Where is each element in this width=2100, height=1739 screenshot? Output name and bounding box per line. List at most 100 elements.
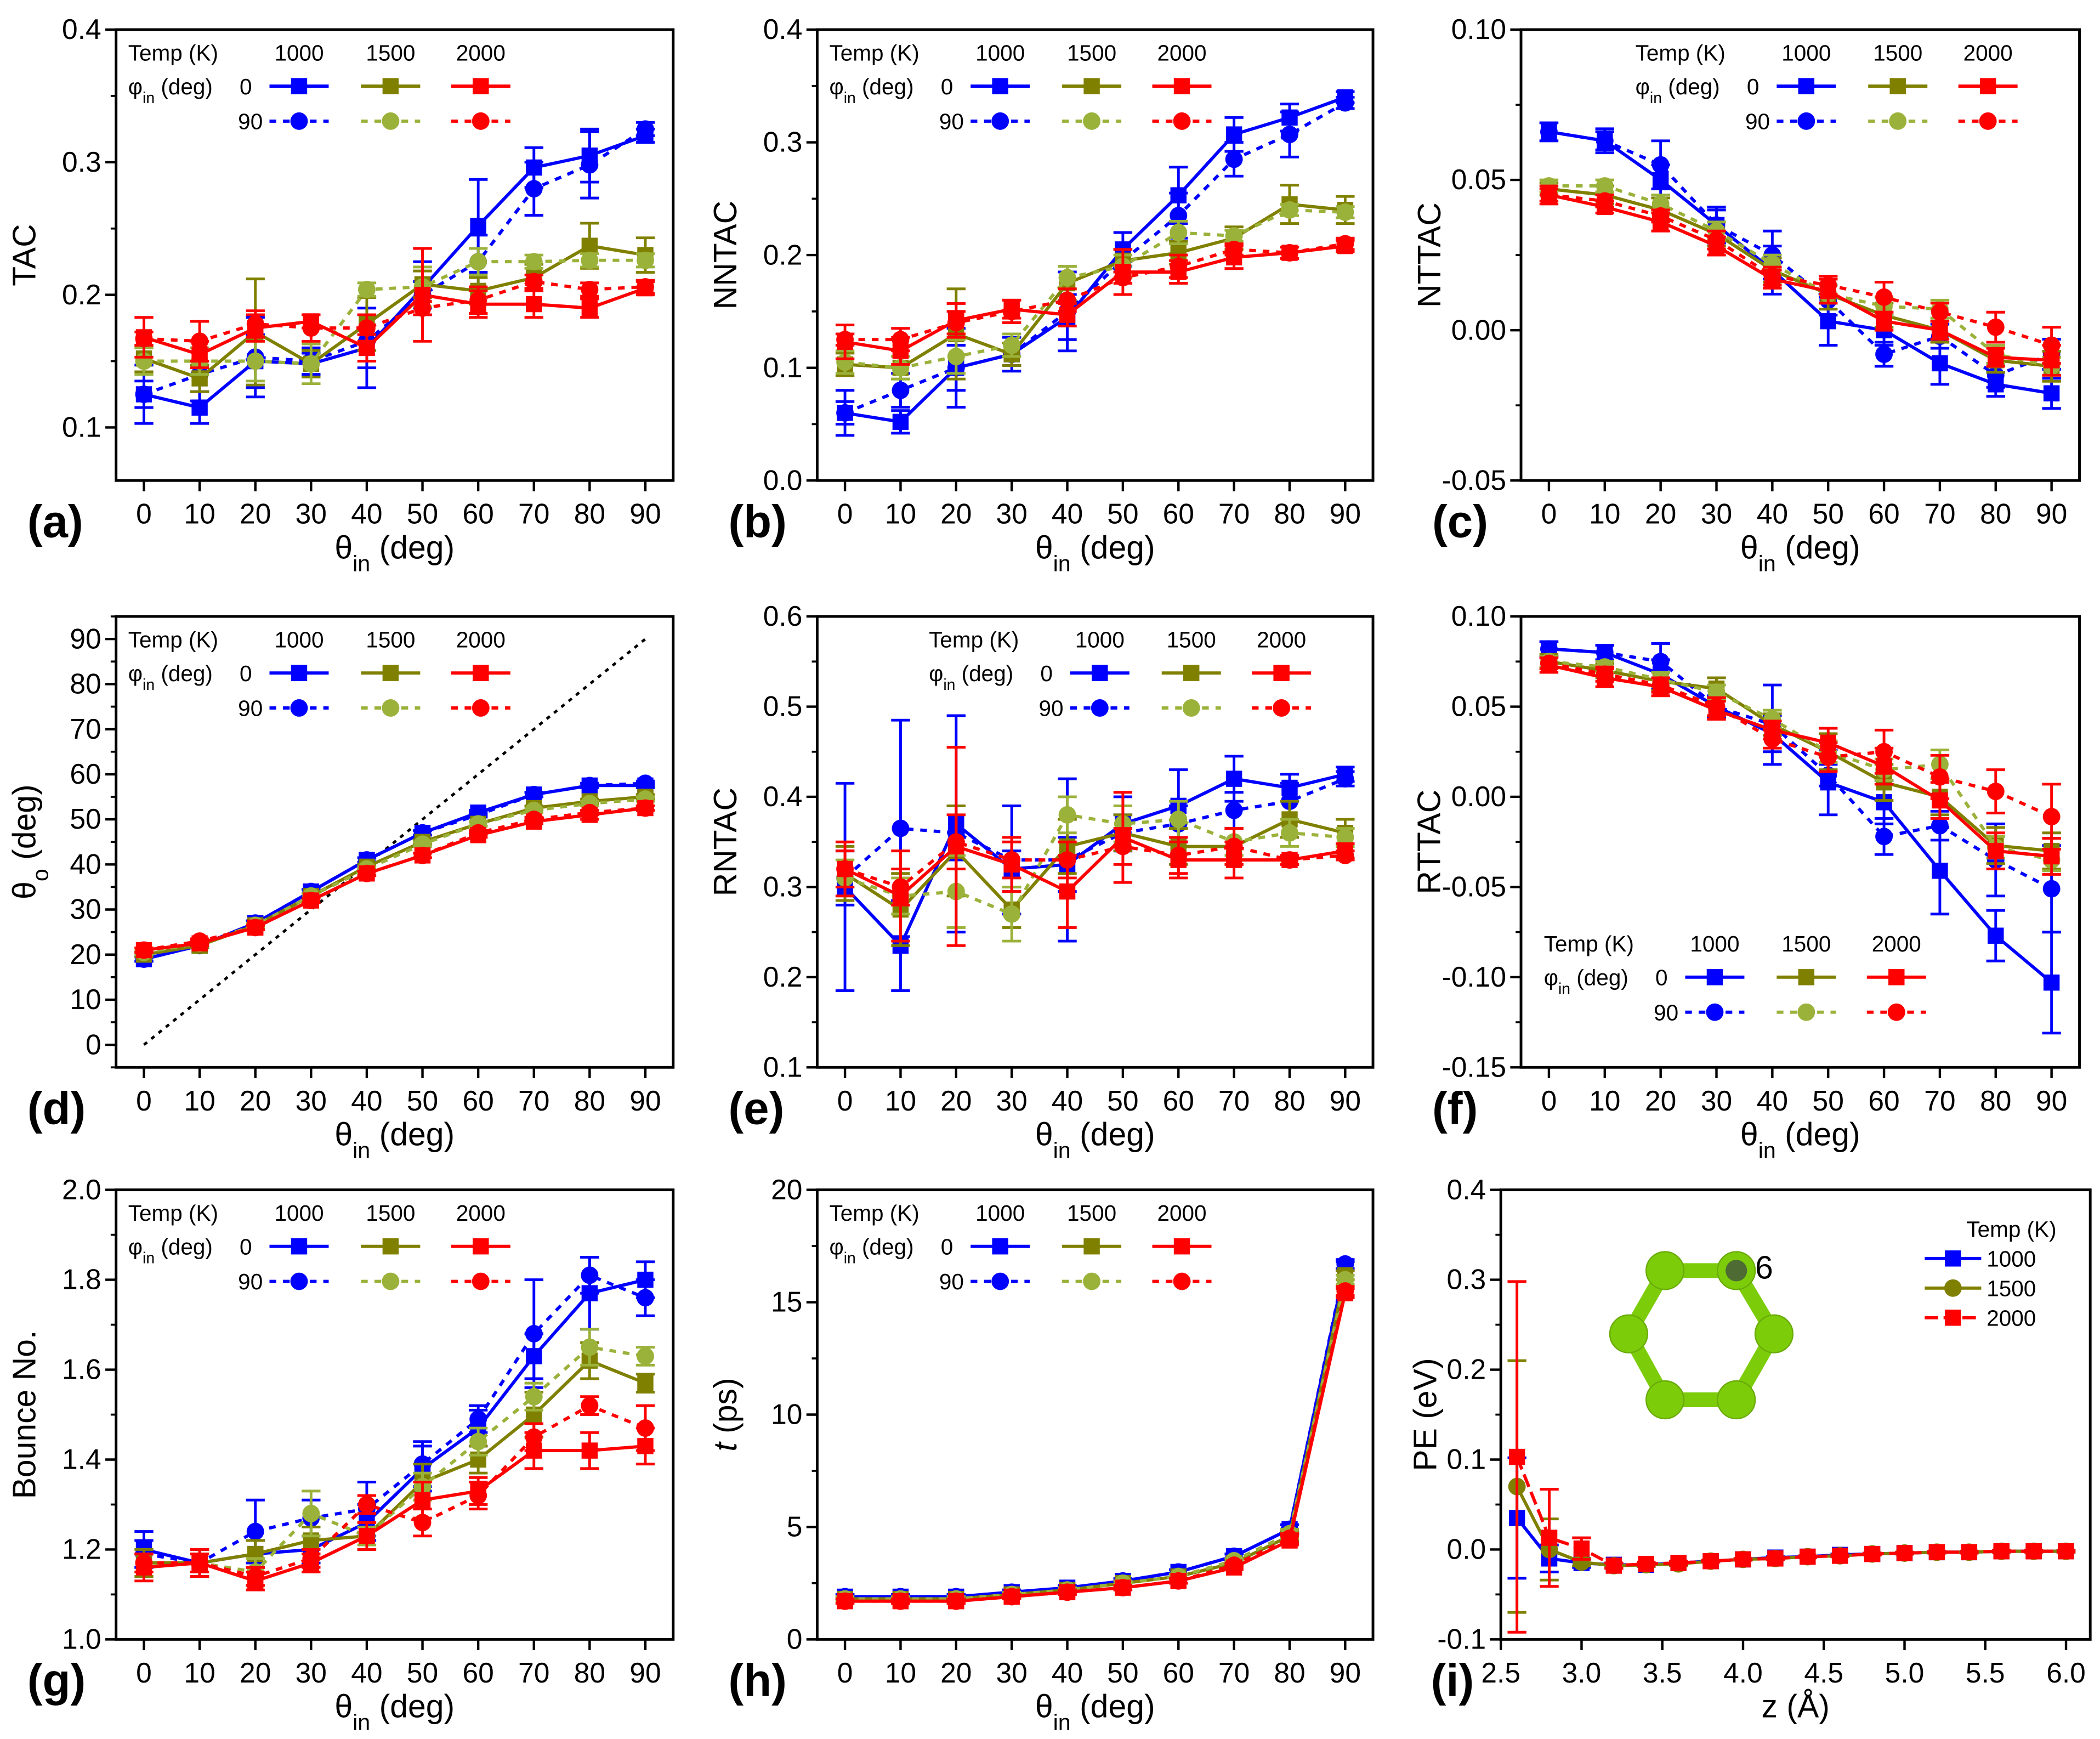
- data-point: [302, 1549, 320, 1567]
- data-point: [357, 319, 376, 337]
- series-2000-phi90: [1539, 186, 2061, 365]
- legend-temp-1000: 1000: [274, 627, 323, 653]
- legend-phi-0: 0: [941, 74, 953, 99]
- legend-temp-2000: 2000: [456, 40, 506, 65]
- y-tick-label: 1.8: [62, 1264, 101, 1295]
- data-point: [581, 1442, 598, 1459]
- x-tick-label: 20: [1645, 498, 1676, 530]
- series-2000-phi90: [1539, 654, 2061, 851]
- series-line: [1548, 647, 2053, 984]
- legend-phi-0: 0: [1655, 965, 1668, 990]
- series-line: [1548, 130, 2052, 395]
- x-tick-label: 20: [240, 498, 271, 530]
- data-point: [1819, 748, 1837, 766]
- series-line: [1548, 660, 2052, 862]
- legend: Temp (K) 1000 1500 2000 φin (deg) 0 90: [829, 40, 1212, 134]
- data-point: [1928, 1544, 1945, 1561]
- series-1000-phi90: [134, 1256, 655, 1578]
- x-tick-label: 50: [1107, 1085, 1138, 1117]
- x-axis-label-tail: (deg): [1776, 1117, 1860, 1153]
- data-point: [525, 1324, 543, 1343]
- data-point: [637, 1375, 654, 1391]
- x-axis-label-main: θ: [1740, 530, 1758, 566]
- x-tick-label: 80: [574, 1085, 605, 1117]
- data-point: [1225, 801, 1243, 819]
- x-tick-label: 40: [351, 1085, 382, 1117]
- data-point: [1596, 643, 1614, 661]
- data-point: [191, 332, 209, 350]
- molecule-inset: 6: [1609, 1250, 1794, 1420]
- data-point: [246, 1567, 264, 1585]
- legend-marker: [472, 699, 490, 717]
- data-point: [1058, 851, 1076, 869]
- legend-temp-header: Temp (K): [1544, 931, 1634, 956]
- x-tick-label: 80: [1274, 498, 1305, 530]
- legend-marker: [1945, 1250, 1961, 1267]
- data-point: [1281, 244, 1298, 262]
- data-point: [469, 1432, 487, 1451]
- data-point: [1931, 768, 1949, 786]
- x-axis-label-tail: (deg): [370, 530, 455, 566]
- x-tick-label: 10: [885, 1657, 916, 1689]
- x-tick-label: 10: [1589, 498, 1620, 530]
- data-point: [1651, 156, 1670, 174]
- data-point: [947, 348, 965, 366]
- x-tick-label: 80: [1980, 498, 2011, 530]
- data-point: [302, 319, 320, 337]
- legend-marker: [1945, 1310, 1961, 1326]
- y-tick-label: 0.2: [763, 239, 803, 270]
- data-point: [2025, 1543, 2042, 1560]
- x-tick-label: 40: [1052, 1085, 1083, 1117]
- legend-marker: [1273, 665, 1290, 681]
- legend-marker: [1083, 1272, 1101, 1290]
- phi-tail: (deg): [856, 74, 914, 99]
- data-point: [581, 300, 598, 316]
- x-tick-label: 40: [1757, 498, 1788, 530]
- series-line: [143, 784, 645, 961]
- phi-tail: (deg): [1662, 74, 1720, 99]
- y-tick-label: 70: [70, 713, 101, 745]
- data-point: [1875, 345, 1893, 363]
- phi-symbol: φ: [829, 1234, 843, 1259]
- series-2000-phi0: [835, 1285, 1355, 1610]
- x-tick-label: 70: [518, 498, 549, 530]
- series-1500: [1507, 1359, 2076, 1614]
- y-tick-label: 0.00: [1451, 780, 1506, 812]
- x-tick-label: 80: [1274, 1085, 1305, 1117]
- series-1000-phi0: [835, 89, 1355, 437]
- x-tick-label: 0: [1541, 498, 1557, 530]
- series-2000-phi0: [134, 247, 655, 370]
- x-tick-label: 70: [1218, 1657, 1250, 1689]
- x-axis-label-sub: in: [353, 1138, 370, 1163]
- x-tick-label: 50: [407, 498, 438, 530]
- data-point: [1961, 1544, 1978, 1561]
- x-tick-label: 30: [296, 1085, 327, 1117]
- data-point: [1988, 349, 2004, 366]
- series-line: [143, 781, 646, 961]
- data-point: [1281, 126, 1298, 144]
- series-line: [844, 1290, 1347, 1603]
- x-tick-label: 5.5: [1966, 1657, 2005, 1689]
- legend-phi-90: 90: [238, 1269, 263, 1294]
- legend-phi-header: φin (deg): [929, 661, 1013, 694]
- x-tick-label: 50: [407, 1085, 438, 1117]
- legend-phi-0: 0: [240, 661, 252, 686]
- y-axis-label-main: RNTAC: [708, 788, 743, 896]
- plot-frame: [1519, 28, 2081, 482]
- data-point: [1763, 255, 1781, 273]
- legend-marker: [1173, 78, 1190, 94]
- data-point: [2043, 974, 2060, 991]
- panel-i: 2.5 3.0 3.5 4.0 4.5 5.0 5.5 6.0 -0.1 0.0 0.1 0.2 0.3…: [1407, 1174, 2092, 1725]
- data-point: [1875, 288, 1893, 306]
- y-tick-label: 2.0: [62, 1174, 101, 1205]
- legend-phi-header: φin (deg): [1544, 965, 1628, 998]
- x-tick-label: 10: [184, 1657, 215, 1689]
- data-point: [1336, 94, 1354, 112]
- legend-marker: [472, 1272, 490, 1290]
- legend-phi-header: φin (deg): [1636, 74, 1720, 107]
- x-tick-label: 80: [1980, 1085, 2011, 1117]
- series-line: [1548, 661, 2052, 818]
- y-tick-label: 20: [771, 1174, 802, 1205]
